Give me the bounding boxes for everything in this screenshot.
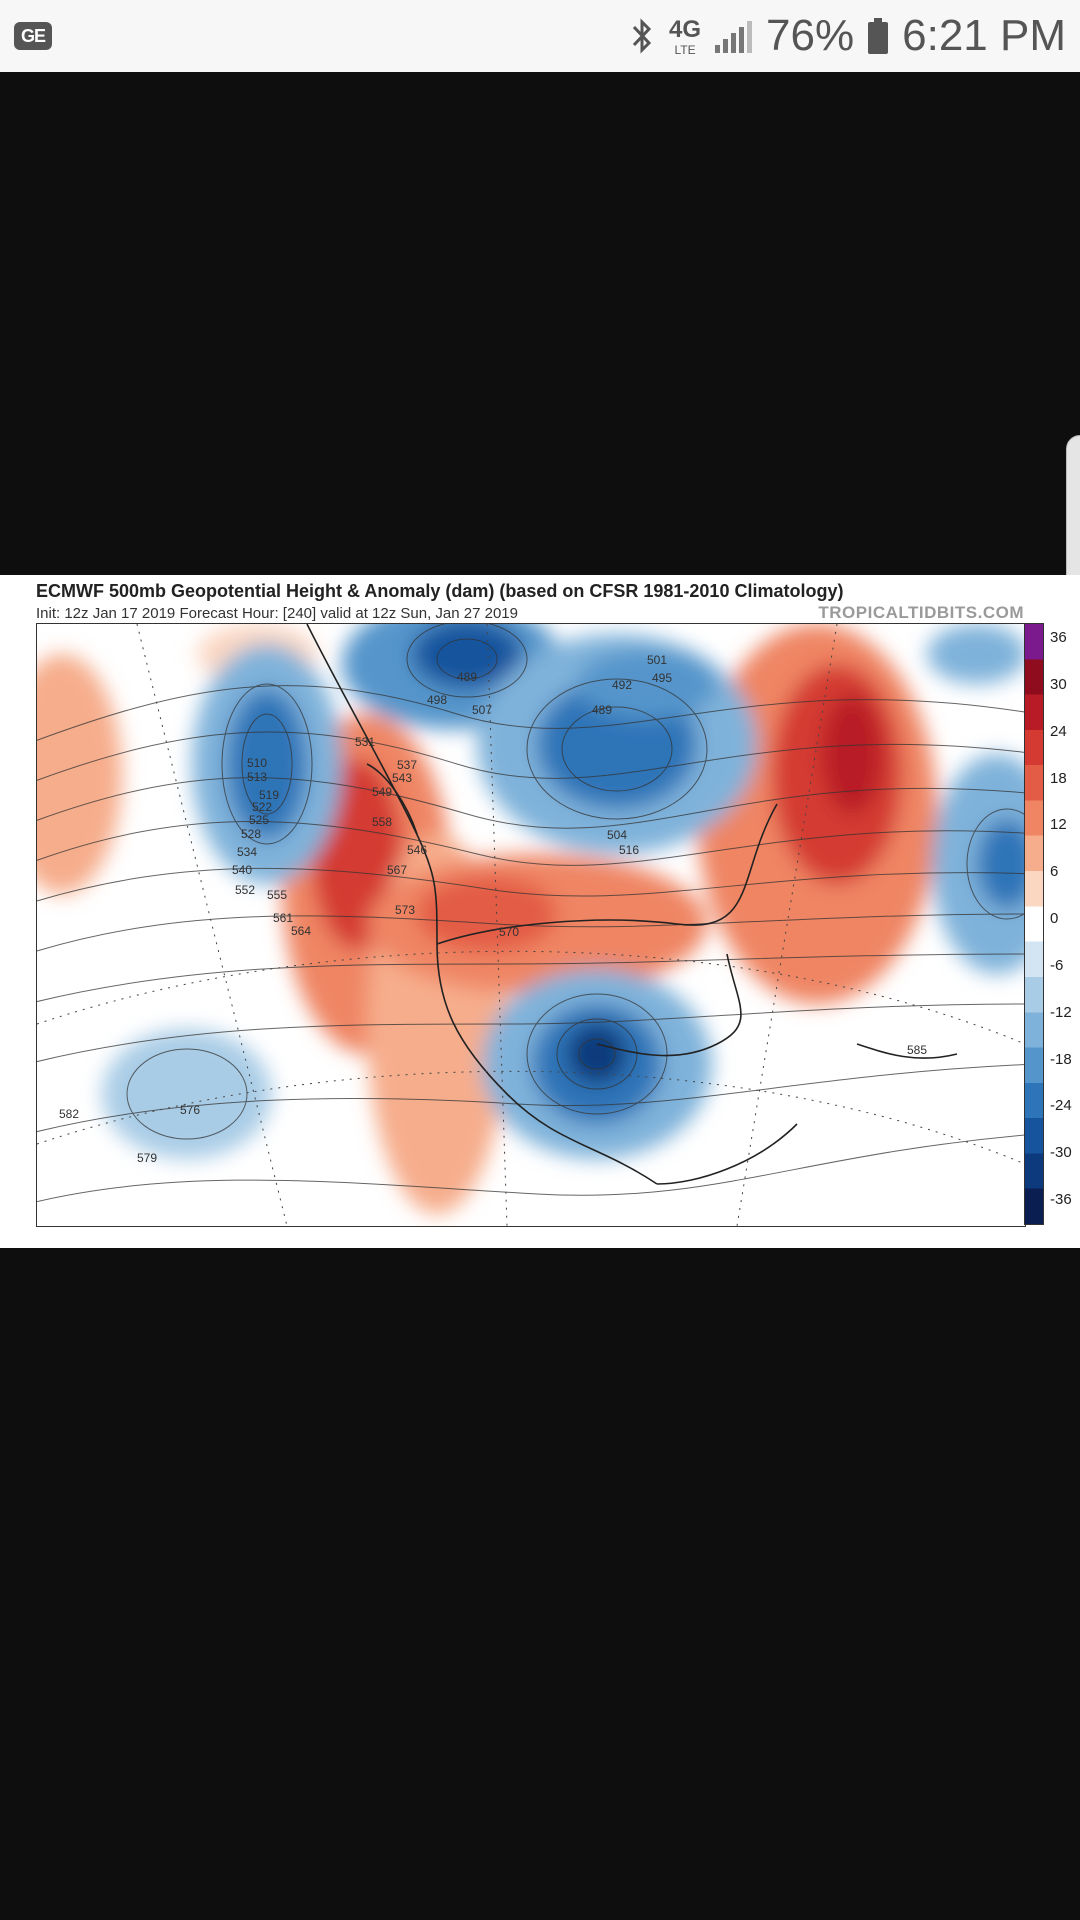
colorbar-tick-label: -30 (1050, 1144, 1072, 1162)
contour-label: 540 (232, 863, 252, 877)
contour-label: 549 (372, 785, 392, 799)
signal-icon (715, 19, 753, 53)
colorbar-tick-label: 12 (1050, 816, 1067, 834)
contour-label: 504 (607, 828, 627, 842)
contour-label: 570 (499, 925, 519, 939)
colorbar-tick-label: 24 (1050, 722, 1067, 740)
contour-label: 528 (241, 827, 261, 841)
height-contours (37, 624, 1025, 1203)
status-icons: 4G LTE 76% 6:21 PM (629, 11, 1066, 61)
map-area: 489 498 501 495 492 489 507 504 510 513 … (36, 623, 1026, 1227)
status-bar: GE 4G LTE 76% 6:21 PM (0, 0, 1080, 72)
contour-label: 585 (907, 1043, 927, 1057)
contour-label: 567 (387, 863, 407, 877)
network-sub-label: LTE (674, 43, 696, 57)
contour-label: 495 (652, 671, 672, 685)
contour-label: 537 (397, 758, 417, 772)
clock: 6:21 PM (902, 11, 1066, 60)
contour-label: 507 (472, 703, 492, 717)
battery-percent: 76% (766, 11, 855, 60)
contour-label: 579 (137, 1151, 157, 1165)
app-badge-icon: GE (14, 22, 52, 50)
map-init-line: Init: 12z Jan 17 2019 Forecast Hour: [24… (36, 605, 518, 622)
colorbar-tick-label: -36 (1050, 1191, 1072, 1208)
contour-label: 489 (457, 670, 477, 684)
colorbar-tick-label: -24 (1050, 1097, 1072, 1115)
colorbar-tick-label: 18 (1050, 769, 1067, 787)
contour-label: 519 (259, 788, 279, 802)
map-svg: 489 498 501 495 492 489 507 504 510 513 … (37, 624, 1025, 1226)
contour-label: 516 (619, 843, 639, 857)
map-title: ECMWF 500mb Geopotential Height & Anomal… (36, 581, 844, 601)
colorbar-tick-label: 0 (1050, 910, 1059, 927)
colorbar-tick-label: -18 (1050, 1050, 1072, 1068)
contour-label: 573 (395, 903, 415, 917)
anomaly-shading (37, 624, 1025, 1214)
contour-label: 525 (249, 813, 269, 827)
bluetooth-icon (632, 18, 652, 54)
contour-label: 510 (247, 756, 267, 770)
colorbar-tick-label: 36 (1050, 629, 1067, 646)
contour-label: 576 (180, 1103, 200, 1117)
contour-label: 564 (291, 924, 311, 938)
lat-lon-grid (37, 624, 1025, 1226)
contour-label: 522 (252, 800, 272, 814)
contour-label: 534 (237, 845, 257, 859)
colorbar-tick-label: -12 (1050, 1003, 1072, 1021)
contour-label: 543 (392, 771, 412, 785)
colorbar-tick-label: 30 (1050, 675, 1067, 693)
contour-label: 582 (59, 1107, 79, 1121)
anomaly-colorbar (1024, 623, 1044, 1225)
contour-label: 492 (612, 678, 632, 692)
contour-label: 546 (407, 843, 427, 857)
map-brand: TROPICALTIDBITS.COM (818, 603, 1024, 622)
contour-label: 489 (592, 703, 612, 717)
contour-label: 513 (247, 770, 267, 784)
coastlines (306, 624, 958, 1185)
forecast-map-image[interactable]: ECMWF 500mb Geopotential Height & Anomal… (0, 575, 1080, 1248)
contour-label-group: 489 498 501 495 492 489 507 504 510 513 … (59, 653, 927, 1165)
colorbar-tick-label: -6 (1050, 956, 1064, 974)
contour-label: 531 (355, 735, 375, 749)
battery-icon (868, 18, 889, 54)
colorbar-tick-label: 6 (1050, 863, 1059, 881)
contour-label: 498 (427, 693, 447, 707)
network-indicator: 4G LTE (669, 16, 701, 56)
contour-label: 558 (372, 815, 392, 829)
network-label: 4G (669, 16, 702, 43)
contour-label: 552 (235, 883, 255, 897)
contour-label: 561 (273, 911, 293, 925)
contour-label: 555 (267, 888, 287, 902)
contour-label: 501 (647, 653, 667, 667)
